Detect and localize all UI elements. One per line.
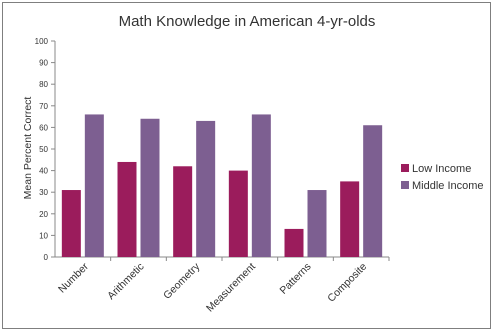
y-ticks: 0 10 20 30 40 50 60 70 80 90 100	[35, 37, 55, 262]
y-tick-label: 40	[39, 167, 48, 176]
y-tick-label: 20	[39, 210, 48, 219]
chart-title: Math Knowledge in American 4-yr-olds	[119, 13, 376, 30]
y-tick-label: 0	[44, 253, 49, 262]
legend-swatch-low-income	[401, 164, 409, 172]
y-tick-label: 90	[39, 59, 48, 68]
legend-swatch-middle-income	[401, 181, 409, 189]
x-tick-label-patterns: Patterns	[277, 261, 313, 297]
y-tick-label: 80	[39, 80, 48, 89]
x-tick-label-number: Number	[56, 260, 91, 295]
y-axis-label: Mean Percent Correct	[22, 97, 34, 200]
bar-low-income-geometry	[173, 166, 193, 257]
chart-frame	[2, 2, 491, 329]
y-tick-label: 50	[39, 145, 48, 154]
y-tick-label: 10	[39, 231, 48, 240]
bar-middle-income-composite	[363, 125, 383, 258]
x-tick-labels: Number Arithmetic Geometry Measurement Patte…	[56, 257, 390, 315]
bar-middle-income-arithmetic	[140, 118, 160, 257]
legend-label-middle-income: Middle Income	[412, 180, 484, 192]
legend: Low Income Middle Income	[401, 163, 484, 192]
bar-middle-income-geometry	[196, 120, 216, 257]
y-tick-label: 60	[39, 123, 48, 132]
x-tick-label-composite: Composite	[325, 261, 369, 305]
bar-middle-income-number	[84, 114, 104, 257]
y-tick-label: 100	[35, 37, 49, 46]
bar-low-income-patterns	[284, 228, 304, 257]
bar-middle-income-patterns	[307, 190, 327, 257]
bar-low-income-number	[61, 190, 81, 257]
x-tick-label-geometry: Geometry	[161, 260, 203, 302]
x-tick-label-arithmetic: Arithmetic	[105, 261, 146, 302]
x-tick-label-measurement: Measurement	[204, 261, 258, 315]
bar-low-income-arithmetic	[117, 161, 137, 257]
bars	[61, 114, 383, 258]
bar-low-income-composite	[340, 181, 360, 257]
bar-middle-income-measurement	[251, 114, 271, 257]
y-tick-label: 30	[39, 188, 48, 197]
y-tick-label: 70	[39, 102, 48, 111]
legend-label-low-income: Low Income	[412, 163, 471, 175]
bar-low-income-measurement	[228, 170, 248, 257]
